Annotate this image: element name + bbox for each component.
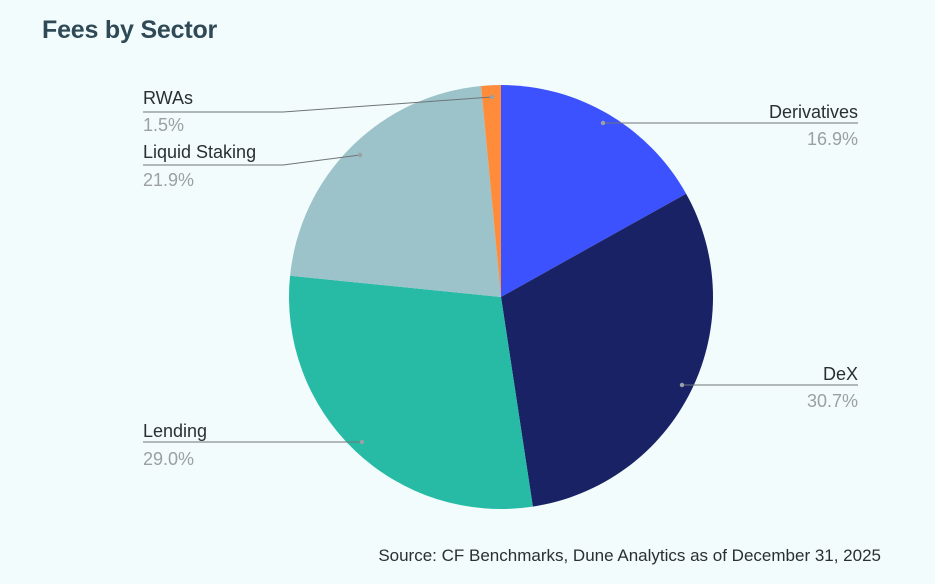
slice-label-dex: DeX: [823, 364, 858, 384]
slice-label-rwas: RWAs: [143, 88, 193, 108]
slice-value-dex: 30.7%: [807, 391, 858, 411]
slice-value-rwas: 1.5%: [143, 115, 184, 135]
slice-label-liquid-staking: Liquid Staking: [143, 142, 256, 162]
leader-dot-rwas: [489, 94, 495, 100]
slice-label-derivatives: Derivatives: [769, 102, 858, 122]
leader-dot-derivatives: [600, 120, 606, 126]
leader-dot-dex: [679, 382, 685, 388]
slice-value-liquid-staking: 21.9%: [143, 170, 194, 190]
leader-dot-lending: [359, 439, 365, 445]
leader-line-liquid-staking: [143, 154, 361, 166]
pie-slice-rwas: [481, 85, 501, 297]
leader-dot-liquid-staking: [357, 152, 363, 158]
pie-slice-dex: [501, 193, 713, 507]
slice-value-derivatives: 16.9%: [807, 129, 858, 149]
slice-label-lending: Lending: [143, 421, 207, 441]
slice-value-lending: 29.0%: [143, 449, 194, 469]
leader-line-rwas: [143, 96, 493, 113]
pie-slice-lending: [288, 275, 533, 509]
pie-slice-liquid-staking: [290, 85, 501, 297]
source-note: Source: CF Benchmarks, Dune Analytics as…: [378, 546, 881, 565]
pie-slice-derivatives: [501, 85, 687, 297]
chart-title: Fees by Sector: [42, 16, 218, 44]
